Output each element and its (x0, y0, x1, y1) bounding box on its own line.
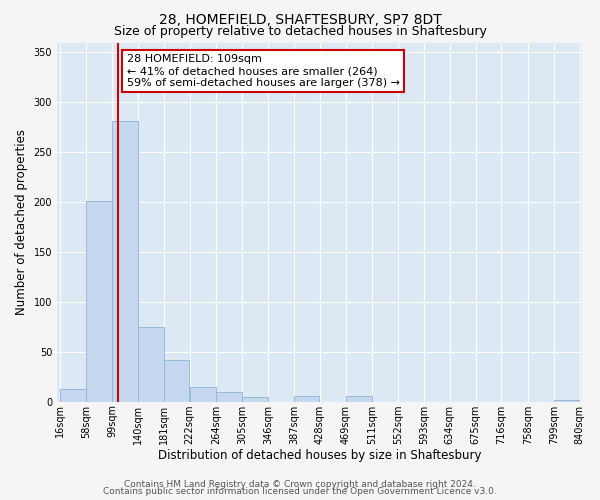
Text: Size of property relative to detached houses in Shaftesbury: Size of property relative to detached ho… (113, 25, 487, 38)
Bar (138, 327, 164, 402)
Bar (294, 396, 319, 402)
Text: 28 HOMEFIELD: 109sqm
← 41% of detached houses are smaller (264)
59% of semi-deta: 28 HOMEFIELD: 109sqm ← 41% of detached h… (127, 54, 400, 88)
Bar (164, 360, 190, 402)
Text: Contains HM Land Registry data © Crown copyright and database right 2024.: Contains HM Land Registry data © Crown c… (124, 480, 476, 489)
Text: Contains public sector information licensed under the Open Government Licence v3: Contains public sector information licen… (103, 488, 497, 496)
Bar (86, 201, 112, 402)
Bar (190, 386, 216, 402)
Bar (112, 122, 137, 402)
X-axis label: Distribution of detached houses by size in Shaftesbury: Distribution of detached houses by size … (158, 450, 481, 462)
Bar (60, 388, 86, 402)
Y-axis label: Number of detached properties: Number of detached properties (15, 129, 28, 315)
Bar (217, 392, 242, 402)
Bar (242, 396, 268, 402)
Bar (554, 400, 580, 402)
Bar (346, 396, 372, 402)
Text: 28, HOMEFIELD, SHAFTESBURY, SP7 8DT: 28, HOMEFIELD, SHAFTESBURY, SP7 8DT (158, 12, 442, 26)
